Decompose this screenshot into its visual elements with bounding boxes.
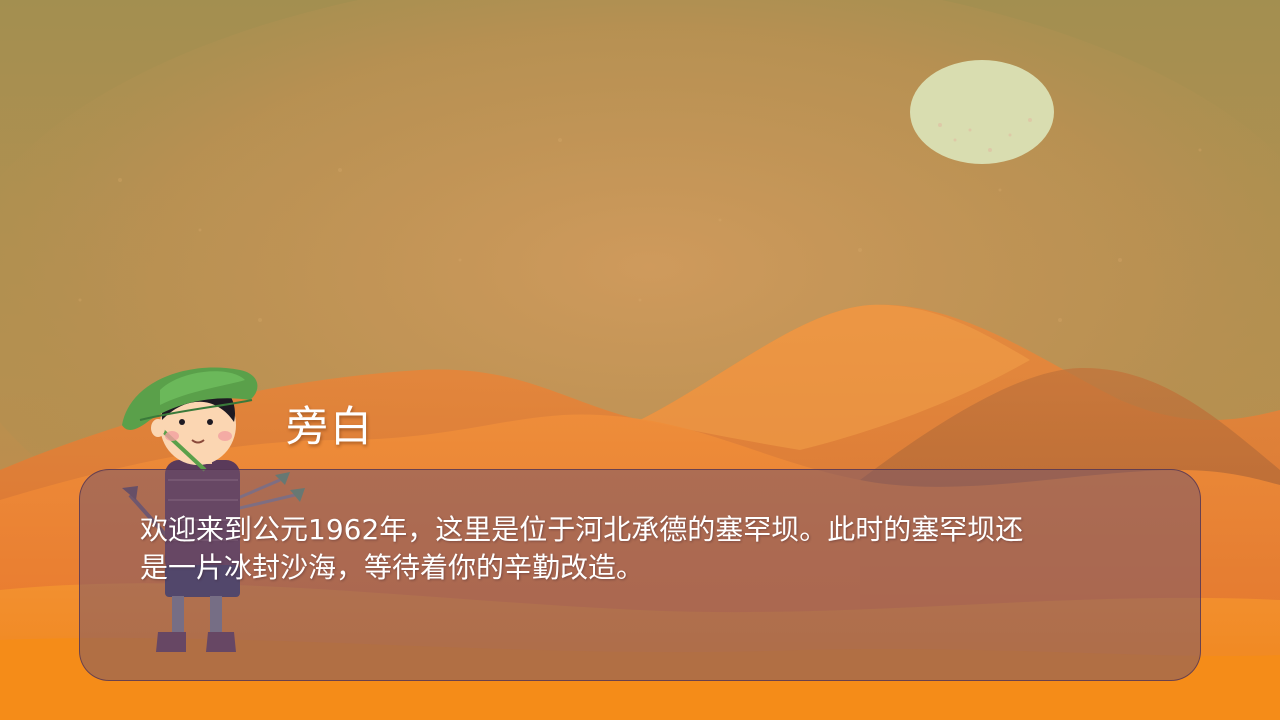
dialog-box[interactable]: [79, 469, 1201, 681]
speaker-name: 旁白: [286, 402, 375, 451]
moon-icon: [910, 60, 1054, 164]
dialog-line: 欢迎来到公元1962年，这里是位于河北承德的塞罕坝。此时的塞罕坝还: [140, 513, 1024, 546]
dialog-line: 是一片冰封沙海，等待着你的辛勤改造。: [140, 551, 645, 584]
dialog-text: 欢迎来到公元1962年，这里是位于河北承德的塞罕坝。此时的塞罕坝还 是一片冰封沙…: [140, 511, 1150, 587]
